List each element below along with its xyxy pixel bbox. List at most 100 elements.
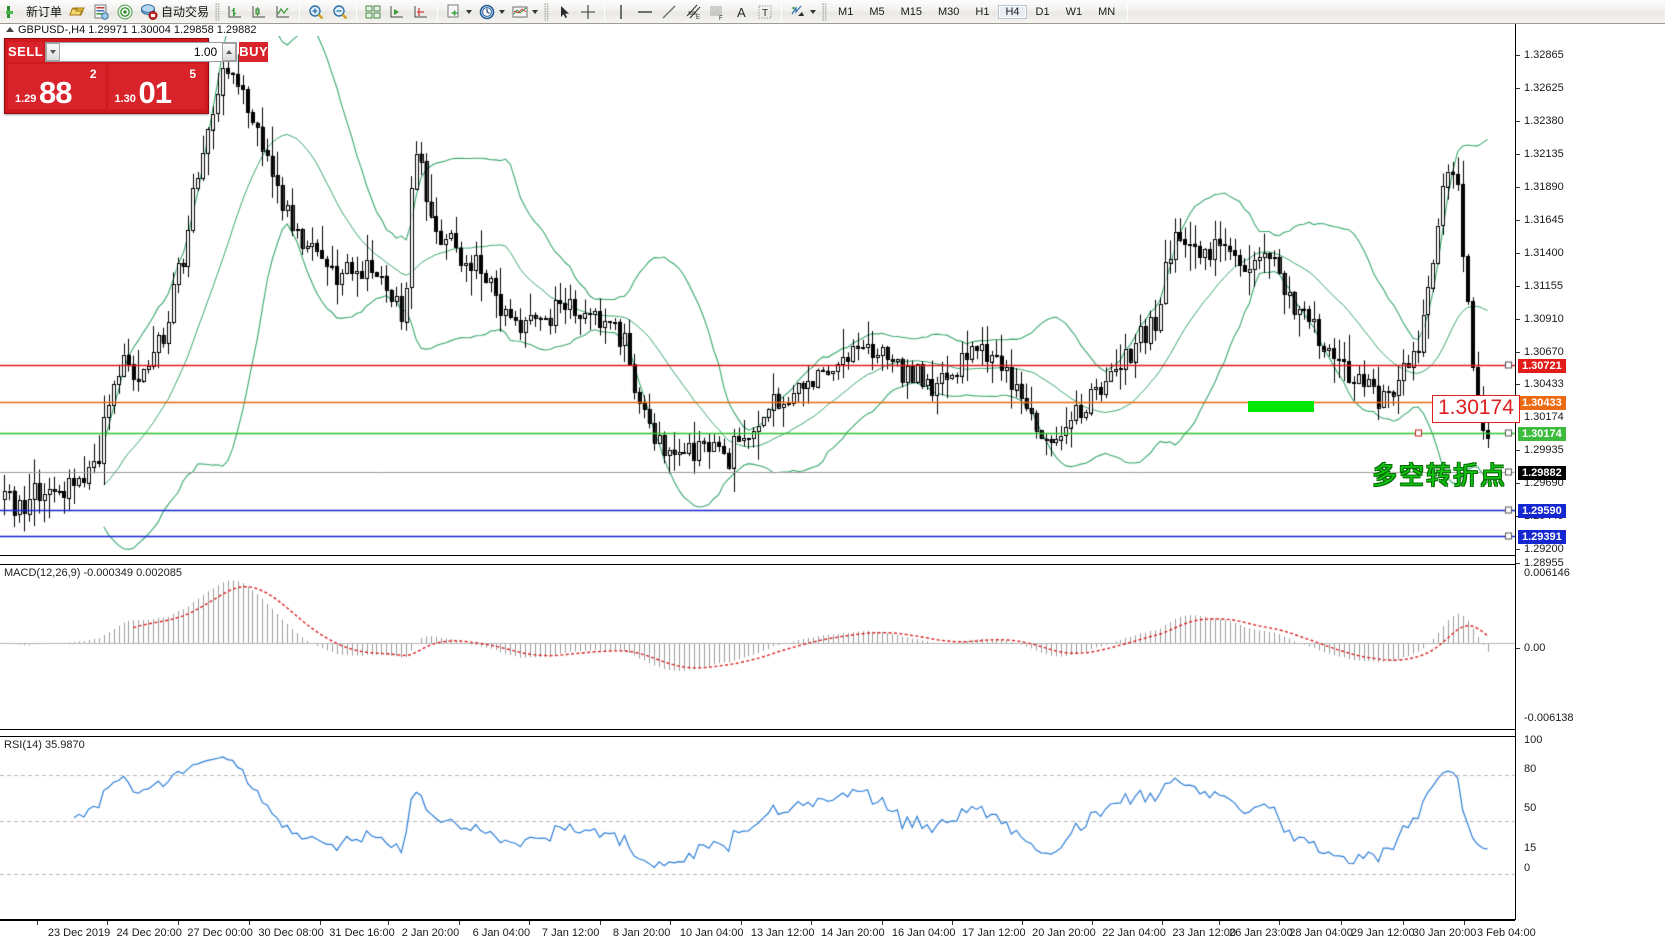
navigator-button[interactable] [113, 1, 137, 23]
time-tick [1402, 921, 1404, 925]
price-level-badge[interactable]: 1.29391 [1518, 530, 1566, 544]
volume-input[interactable] [60, 43, 223, 60]
price-tag-annotation[interactable]: 1.30174 [1432, 395, 1520, 423]
volume-stepper[interactable] [45, 41, 238, 62]
candlestick-chart-button[interactable] [247, 1, 271, 23]
buy-price-prefix: 1.30 [114, 93, 136, 105]
price-axis-label: 1.30910 [1524, 313, 1564, 325]
price-scale[interactable]: 1.32865 1.32625 1.32380 1.32135 1.31890 1.316… [1515, 24, 1665, 920]
arrows-dropdown-caret[interactable] [810, 9, 817, 14]
price-level-badge[interactable]: 1.29590 [1518, 504, 1566, 518]
trendline-tool-button[interactable] [657, 1, 681, 23]
price-axis-label: 1.31645 [1524, 214, 1564, 226]
buy-button[interactable]: BUY [239, 41, 269, 62]
volume-decrease-button[interactable] [46, 42, 61, 61]
time-axis-label: 17 Jan 12:00 [962, 927, 1026, 939]
buy-price-block[interactable]: 1.30 01 5 [107, 64, 205, 110]
cursor-tool-button[interactable] [552, 1, 576, 23]
time-tick [1279, 921, 1281, 925]
period-dropdown-caret[interactable] [499, 9, 506, 14]
one-click-trade-panel[interactable]: SELL BUY 1.29 88 2 1.30 01 5 [4, 38, 269, 114]
chart-window[interactable]: GBPUSD-,H4 1.29971 1.30004 1.29858 1.298… [0, 24, 1665, 944]
bar-chart-button[interactable] [223, 1, 247, 23]
timeframe-m5[interactable]: M5 [869, 5, 885, 18]
toolbar-grip[interactable] [215, 2, 221, 21]
price-level-badge[interactable]: 1.30721 [1518, 359, 1566, 373]
fibonacci-icon: F [708, 3, 726, 22]
price-tick [1516, 352, 1520, 353]
toolbar-grip-2[interactable] [544, 2, 550, 21]
zoom-in-icon [307, 3, 325, 21]
price-tick [1516, 286, 1520, 287]
line-chart-button[interactable] [271, 1, 295, 23]
timeframe-mn[interactable]: MN [1098, 5, 1116, 18]
timeframe-h4[interactable]: H4 [998, 4, 1027, 19]
timeframe-m1[interactable]: M1 [838, 5, 854, 18]
equidistant-channel-tool-button[interactable]: E [681, 1, 705, 23]
autotrade-button[interactable]: 自动交易 [137, 1, 212, 23]
price-level-badge[interactable]: 1.29882 [1518, 466, 1566, 480]
rsi-pane[interactable]: RSI(14) 35.9870 [0, 736, 1515, 920]
text-icon: A [732, 3, 750, 21]
auto-scroll-button[interactable] [409, 1, 433, 23]
rsi-axis-label: 80 [1524, 763, 1537, 775]
svg-text:A: A [737, 5, 746, 20]
tile-windows-button[interactable] [361, 1, 385, 23]
templates-dropdown-caret[interactable] [532, 9, 539, 14]
time-axis-label: 31 Dec 16:00 [329, 927, 395, 939]
crosshair-icon [579, 3, 597, 21]
expert-advisors-button[interactable] [65, 1, 89, 23]
chart-shift-button[interactable] [385, 1, 409, 23]
price-pane[interactable] [0, 36, 1515, 556]
price-tick [1516, 154, 1520, 155]
period-button[interactable] [475, 1, 508, 23]
time-tick [740, 921, 742, 925]
price-level-badge[interactable]: 1.30433 [1518, 396, 1566, 410]
horizontal-line-tool-button[interactable] [633, 1, 657, 23]
data-window-button[interactable] [89, 1, 113, 23]
timeframe-w1[interactable]: W1 [1065, 5, 1083, 18]
volume-increase-button[interactable] [222, 42, 237, 61]
arrows-tool-button[interactable] [786, 1, 819, 23]
timeframe-d1[interactable]: D1 [1035, 5, 1050, 18]
new-chart-button[interactable] [442, 1, 475, 23]
chinese-note-annotation[interactable]: 多空转折点 [1372, 461, 1508, 490]
price-axis-label: 1.30433 [1524, 378, 1564, 390]
timeframe-m15[interactable]: M15 [900, 5, 922, 18]
time-scale[interactable]: 23 Dec 2019 24 Dec 20:00 27 Dec 00:00 30 De… [0, 920, 1536, 944]
time-tick [459, 921, 461, 925]
new-chart-dropdown-caret[interactable] [466, 9, 473, 14]
price-tick [1516, 483, 1520, 484]
timeframe-m30[interactable]: M30 [938, 5, 960, 18]
crosshair-tool-button[interactable] [576, 1, 600, 23]
toolbar-separator-3 [437, 2, 439, 21]
price-axis-label: 1.32865 [1524, 49, 1564, 61]
text-tool-button[interactable]: A [729, 1, 753, 23]
sell-price-block[interactable]: 1.29 88 2 [8, 64, 106, 110]
price-axis-label: 1.32380 [1524, 115, 1564, 127]
new-order-icon [5, 3, 23, 21]
equidistant-channel-icon: E [684, 3, 702, 21]
zoom-in-button[interactable] [304, 1, 328, 23]
macd-pane[interactable]: MACD(12,26,9) -0.000349 0.002085 [0, 564, 1515, 730]
green-highlight-box[interactable] [1248, 401, 1314, 412]
zoom-out-button[interactable] [328, 1, 352, 23]
new-order-button[interactable]: 新订单 [2, 1, 65, 23]
time-tick [1092, 921, 1094, 925]
arrows-icon [789, 3, 807, 21]
templates-button[interactable] [508, 1, 541, 23]
vertical-line-tool-button[interactable] [609, 1, 633, 23]
timeframe-h1[interactable]: H1 [975, 5, 990, 18]
toolbar-separator-5 [781, 2, 783, 21]
collapse-triangle-icon[interactable] [6, 27, 14, 32]
price-axis-label: 1.29200 [1524, 543, 1564, 555]
toolbar-grip-3[interactable] [822, 2, 828, 21]
price-level-badge[interactable]: 1.30174 [1518, 427, 1566, 441]
text-label-tool-button[interactable]: T [753, 1, 777, 23]
fibonacci-tool-button[interactable]: F [705, 1, 729, 23]
sell-button[interactable]: SELL [8, 41, 44, 62]
time-tick [528, 921, 530, 925]
time-axis-label: 28 Jan 04:00 [1289, 927, 1353, 939]
time-axis-label: 29 Jan 12:00 [1351, 927, 1415, 939]
time-tick [320, 921, 321, 925]
